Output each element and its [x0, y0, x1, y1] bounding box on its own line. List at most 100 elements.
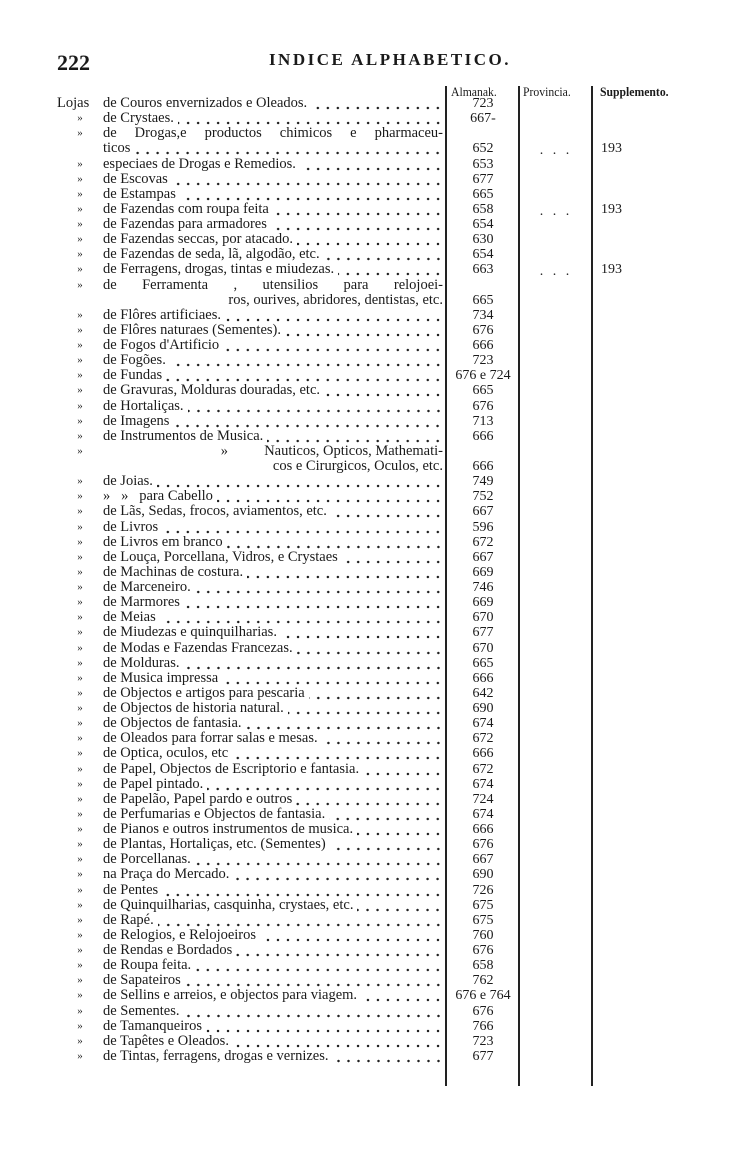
- entry-text: de Machinas de costura.: [103, 564, 244, 580]
- entry-text: de Fazendas com roupa feita: [103, 201, 269, 217]
- index-row: » de Fazendas de seda, lã, algodão, etc. 6…: [0, 247, 747, 263]
- entry-text: especiaes de Drogas e Remedios.: [103, 156, 296, 172]
- almanak-page: 676: [472, 1003, 494, 1019]
- dot-leader: [177, 111, 443, 127]
- dot-leader: [169, 353, 443, 369]
- ditto-marker: »: [77, 202, 83, 215]
- almanak-page: 749: [472, 474, 494, 490]
- dot-leader: [332, 1048, 443, 1064]
- almanak-page: 723: [472, 1033, 494, 1049]
- index-row: » de Tapêtes e Oleados. 723: [0, 1033, 747, 1049]
- ditto-marker: »: [77, 581, 83, 593]
- almanak-page: 666: [472, 746, 494, 762]
- dot-leader: [223, 338, 443, 353]
- index-row: » de Papelão, Papel pardo e outros 724: [0, 791, 747, 807]
- entry-label: de Plantas, Hortaliças, etc. (Sementes): [103, 837, 443, 853]
- ditto-marker: »: [77, 1019, 83, 1032]
- ditto-marker: »: [77, 974, 83, 987]
- dot-leader: [363, 761, 443, 777]
- index-row: ros, ourives, abridores, dentistas, etc.…: [0, 293, 747, 308]
- dot-leader: [338, 262, 443, 278]
- entry-label: » » para Cabello: [103, 489, 443, 505]
- ditto-marker: »: [77, 596, 83, 609]
- ditto-marker: »: [77, 218, 83, 230]
- dot-leader: [236, 943, 443, 958]
- entry-label: de Fazendas de seda, lã, algodão, etc.: [103, 247, 443, 263]
- index-row: » de Joias. 749: [0, 474, 747, 490]
- ditto-marker: »: [77, 505, 83, 518]
- entry-label: de Hortaliças.: [103, 398, 443, 414]
- entry-label: de Louça, Porcellana, Vidros, e Crystaes: [103, 549, 443, 565]
- almanak-page: 746: [472, 580, 494, 595]
- dot-leader: [194, 580, 443, 595]
- entry-text: de Gravuras, Molduras douradas, etc.: [103, 383, 321, 399]
- index-row: » de Musica impressa 666: [0, 670, 747, 686]
- index-row: » de Fazendas seccas, por atacado. 630: [0, 232, 747, 248]
- ditto-marker: »: [77, 172, 83, 185]
- ditto-marker: »: [77, 233, 83, 246]
- ditto-marker: »: [77, 823, 83, 835]
- entry-label: de Objectos e artigos para pescaria: [103, 685, 443, 701]
- ditto-marker: »: [77, 898, 83, 911]
- almanak-page: 670: [472, 610, 494, 626]
- supplemento-page: 193: [601, 201, 622, 217]
- entry-text: de Modas e Fazendas Francezas.: [103, 640, 293, 656]
- almanak-page: 670: [472, 640, 494, 656]
- ditto-marker: »: [77, 565, 83, 578]
- almanak-page: 690: [472, 867, 494, 883]
- dot-leader: [166, 368, 443, 384]
- entry-text: de Marmores: [103, 595, 180, 611]
- entry-label: de Imagens: [103, 413, 443, 429]
- almanak-page: 667-: [470, 111, 496, 127]
- index-row: » de Roupa feita. 658: [0, 958, 747, 974]
- almanak-page: 654: [472, 217, 494, 232]
- entry-text: de Optica, oculos, etc: [103, 746, 229, 762]
- ditto-marker: »: [77, 475, 83, 488]
- index-row: » de Livros 596: [0, 519, 747, 535]
- index-row: » de Hortaliças. 676: [0, 398, 747, 414]
- index-row: » de Oleados para forrar salas e mesas. 67…: [0, 731, 747, 747]
- index-row: » de Porcellanas. 667: [0, 852, 747, 868]
- index-row: » na Praça do Mercado. 690: [0, 867, 747, 883]
- entry-label: de Fazendas para armadores: [103, 217, 443, 232]
- entry-text: de Objectos de fantasia.: [103, 716, 242, 732]
- entry-label: de Fundas: [103, 368, 443, 384]
- entry-label: de Fazendas com roupa feita: [103, 201, 443, 217]
- entry-label: de Joias.: [103, 474, 443, 490]
- almanak-page: 642: [472, 685, 494, 701]
- ditto-marker: »: [77, 959, 83, 972]
- almanak-page: 674: [472, 806, 494, 822]
- index-row: » de Fundas 676 e 724: [0, 368, 747, 384]
- entry-text: de Objectos de historia natural.: [103, 701, 284, 716]
- entry-label: de Miudezas e quinquilharias.: [103, 625, 443, 641]
- ditto-marker: »: [77, 868, 83, 881]
- index-row: » de Rapé. 675: [0, 912, 747, 928]
- ditto-marker: »: [77, 777, 83, 790]
- ditto-marker: »: [77, 369, 83, 382]
- almanak-page: 665: [472, 292, 494, 308]
- index-row: » de Pianos e outros instrumentos de musi…: [0, 822, 747, 837]
- entry-label: de Rapé.: [103, 912, 443, 928]
- entry-text: de Fogos d'Artificio: [103, 338, 220, 353]
- entry-label: de Perfumarias e Objectos de fantasia.: [103, 806, 443, 822]
- entry-label: de Musica impressa: [103, 670, 443, 686]
- index-row: » de Ferramenta , utensilios para relojoe…: [0, 278, 747, 293]
- entry-label: de Drogas,e productos chimicos e pharmac…: [103, 126, 443, 141]
- ditto-marker: »: [77, 339, 83, 351]
- index-row: » de Miudezas e quinquilharias. 677: [0, 625, 747, 641]
- index-table: Lojas de Couros envernizados e Oleados. 72…: [0, 96, 747, 1064]
- almanak-page: 676 e 764: [455, 988, 511, 1004]
- index-row: » de Machinas de costura. 669: [0, 564, 747, 580]
- almanak-page: 677: [472, 1048, 494, 1064]
- entry-text: de Relogios, e Relojoeiros: [103, 927, 257, 943]
- dot-leader: [284, 322, 443, 338]
- dot-leader: [159, 610, 443, 626]
- dot-leader: [297, 232, 443, 248]
- entry-text: de Musica impressa: [103, 670, 219, 686]
- dot-leader: [222, 670, 443, 686]
- dot-leader: [134, 141, 443, 157]
- almanak-page: 596: [472, 519, 494, 535]
- index-row: » de Fazendas para armadores 654: [0, 217, 747, 232]
- entry-text: de Estampas: [103, 186, 176, 202]
- entry-label: de Ferramenta , utensilios para relojoei…: [103, 278, 443, 293]
